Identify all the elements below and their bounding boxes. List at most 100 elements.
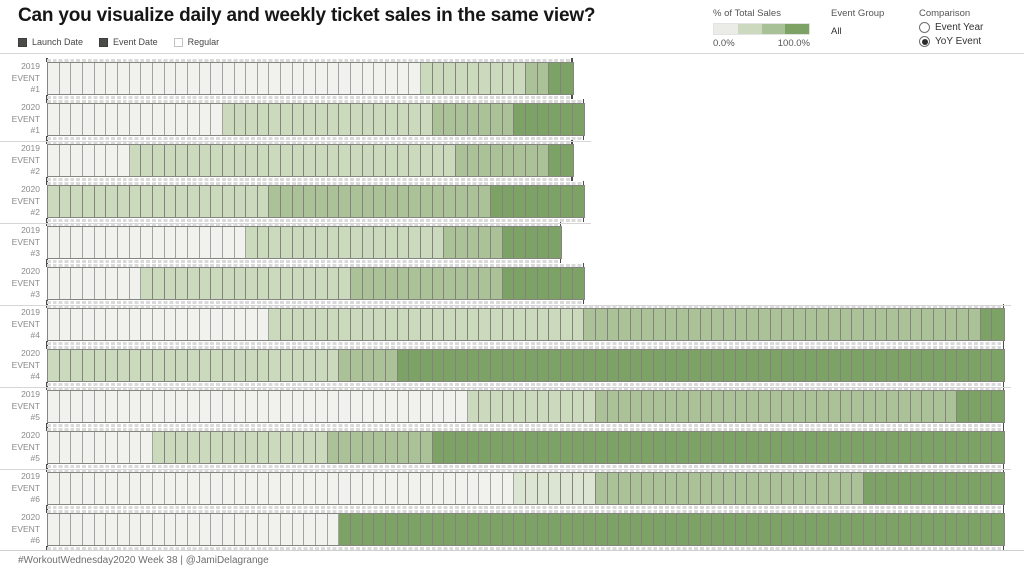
week-cell[interactable] — [106, 309, 118, 340]
week-cell[interactable] — [94, 350, 107, 381]
week-cell[interactable] — [281, 309, 293, 340]
week-cell[interactable] — [94, 473, 107, 504]
week-cell[interactable] — [211, 391, 223, 422]
week-cell[interactable] — [828, 473, 841, 504]
week-cell[interactable] — [490, 268, 503, 299]
week-cell[interactable] — [712, 473, 725, 504]
week-cell[interactable] — [805, 514, 818, 545]
week-cell[interactable] — [409, 473, 421, 504]
week-cell[interactable] — [444, 350, 456, 381]
week-cell[interactable] — [82, 268, 95, 299]
week-cell[interactable] — [654, 309, 666, 340]
week-cell[interactable] — [957, 391, 969, 422]
week-cell[interactable] — [525, 104, 538, 135]
week-cell[interactable] — [304, 104, 317, 135]
week-cell[interactable] — [281, 145, 293, 176]
week-cell[interactable] — [362, 145, 375, 176]
week-cell[interactable] — [817, 432, 829, 463]
week-cell[interactable] — [817, 350, 829, 381]
week-cell[interactable] — [222, 350, 235, 381]
week-cell[interactable] — [572, 391, 585, 422]
week-cell[interactable] — [665, 514, 678, 545]
week-cell[interactable] — [199, 104, 212, 135]
week-cell[interactable] — [828, 432, 841, 463]
week-cell[interactable] — [560, 473, 573, 504]
week-cell[interactable] — [281, 63, 293, 94]
week-cell[interactable] — [48, 186, 60, 217]
week-cell[interactable] — [479, 268, 491, 299]
week-cell[interactable] — [689, 514, 701, 545]
week-cell[interactable] — [677, 309, 690, 340]
week-cell[interactable] — [455, 309, 468, 340]
week-cell[interactable] — [257, 63, 270, 94]
week-cell[interactable] — [922, 473, 934, 504]
week-cell[interactable] — [875, 514, 888, 545]
week-cell[interactable] — [432, 473, 445, 504]
week-cell[interactable] — [199, 391, 212, 422]
week-cell[interactable] — [292, 186, 305, 217]
week-cell[interactable] — [106, 268, 118, 299]
week-cell[interactable] — [759, 514, 771, 545]
week-cell[interactable] — [106, 391, 118, 422]
week-cell[interactable] — [362, 309, 375, 340]
week-cell[interactable] — [421, 63, 433, 94]
week-cell[interactable] — [281, 186, 293, 217]
week-cell[interactable] — [386, 473, 398, 504]
week-cell[interactable] — [537, 268, 550, 299]
week-cell[interactable] — [642, 473, 655, 504]
week-cell[interactable] — [129, 432, 142, 463]
week-cell[interactable] — [327, 350, 340, 381]
week-cell[interactable] — [164, 186, 177, 217]
week-cell[interactable] — [537, 473, 550, 504]
week-cell[interactable] — [455, 63, 468, 94]
week-cell[interactable] — [152, 63, 165, 94]
week-cell[interactable] — [724, 391, 736, 422]
week-cell[interactable] — [607, 350, 620, 381]
week-cell[interactable] — [619, 473, 631, 504]
week-cell[interactable] — [490, 186, 503, 217]
week-cell[interactable] — [187, 227, 200, 258]
week-cell[interactable] — [327, 514, 340, 545]
week-cell[interactable] — [607, 473, 620, 504]
week-cell[interactable] — [94, 63, 107, 94]
week-cell[interactable] — [152, 268, 165, 299]
week-cell[interactable] — [537, 391, 550, 422]
week-cell[interactable] — [828, 391, 841, 422]
week-cell[interactable] — [339, 391, 352, 422]
week-cell[interactable] — [467, 391, 480, 422]
week-cell[interactable] — [689, 432, 701, 463]
week-cell[interactable] — [222, 63, 235, 94]
week-cell[interactable] — [910, 432, 923, 463]
week-cell[interactable] — [584, 350, 596, 381]
week-cell[interactable] — [257, 186, 270, 217]
week-cell[interactable] — [152, 473, 165, 504]
week-cell[interactable] — [700, 514, 713, 545]
week-cell[interactable] — [490, 432, 503, 463]
week-cell[interactable] — [152, 145, 165, 176]
week-cell[interactable] — [922, 350, 934, 381]
week-cell[interactable] — [863, 350, 876, 381]
week-cell[interactable] — [619, 432, 631, 463]
week-cell[interactable] — [199, 63, 212, 94]
week-cell[interactable] — [152, 350, 165, 381]
week-cell[interactable] — [164, 350, 177, 381]
week-cell[interactable] — [875, 350, 888, 381]
week-cell[interactable] — [397, 186, 410, 217]
week-cell[interactable] — [141, 63, 153, 94]
week-cell[interactable] — [187, 145, 200, 176]
week-cell[interactable] — [770, 309, 783, 340]
week-cell[interactable] — [257, 391, 270, 422]
radio-option-event-year[interactable]: Event Year — [919, 22, 983, 33]
week-cell[interactable] — [957, 432, 969, 463]
week-cell[interactable] — [630, 350, 643, 381]
week-cell[interactable] — [117, 145, 130, 176]
week-cell[interactable] — [910, 473, 923, 504]
week-cell[interactable] — [269, 186, 282, 217]
week-cell[interactable] — [887, 391, 899, 422]
week-cell[interactable] — [292, 63, 305, 94]
week-cell[interactable] — [281, 268, 293, 299]
week-cell[interactable] — [59, 186, 72, 217]
week-cell[interactable] — [164, 104, 177, 135]
week-cell[interactable] — [525, 268, 538, 299]
week-cell[interactable] — [246, 63, 258, 94]
